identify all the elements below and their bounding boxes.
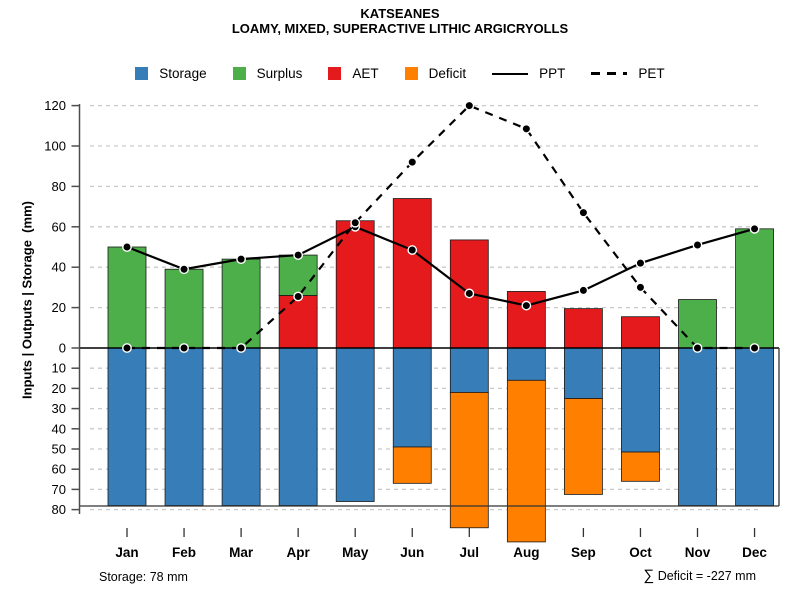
deficit-swatch <box>404 67 418 80</box>
svg-text:50: 50 <box>52 442 66 457</box>
svg-text:10: 10 <box>52 361 66 376</box>
pet-point <box>749 343 760 353</box>
storage-bars <box>107 347 774 506</box>
ppt-swatch <box>492 72 529 75</box>
svg-text:40: 40 <box>52 260 66 275</box>
legend-item-storage: Storage <box>135 66 207 81</box>
storage-annotation: Storage: 78 mm <box>99 570 188 584</box>
ppt-point <box>578 285 589 296</box>
svg-text:0: 0 <box>59 341 66 356</box>
page-title: KATSEANES <box>360 6 440 21</box>
pet-point <box>464 100 475 111</box>
svg-text:Dec: Dec <box>742 545 767 560</box>
chart-title-block: KATSEANES LOAMY, MIXED, SUPERACTIVE LITH… <box>0 6 800 36</box>
pet-point <box>692 343 703 353</box>
x-axis-labels: Jan Feb Mar Apr May Jun Jul Aug Sep Oct Nov Dec <box>115 545 767 560</box>
pet-point <box>122 343 132 353</box>
y-axis: 0 20 40 60 80 100 120 10 20 30 40 50 60 70 80 <box>44 98 81 517</box>
storage-swatch <box>135 67 149 80</box>
ppt-point <box>749 223 760 234</box>
legend-label: PPT <box>539 66 566 81</box>
svg-text:80: 80 <box>52 502 66 517</box>
svg-text:20: 20 <box>52 381 66 396</box>
plot-frame <box>79 347 780 507</box>
svg-text:60: 60 <box>52 219 66 234</box>
pet-point <box>350 217 361 228</box>
legend-label: AET <box>352 66 379 81</box>
pet-point <box>179 343 189 353</box>
svg-text:Mar: Mar <box>229 545 254 560</box>
legend-label: PET <box>638 66 665 81</box>
svg-text:Feb: Feb <box>172 545 196 560</box>
ppt-point <box>521 300 532 311</box>
surplus-swatch <box>232 67 246 80</box>
svg-text:Aug: Aug <box>513 545 539 560</box>
legend-label: Storage <box>159 66 207 81</box>
svg-text:70: 70 <box>52 482 66 497</box>
svg-text:120: 120 <box>44 98 66 113</box>
ppt-point <box>122 242 132 252</box>
ppt-point <box>293 250 304 260</box>
chart-legend: Storage Surplus AET Deficit PPT PET <box>0 66 800 81</box>
ppt-line <box>122 221 760 311</box>
pet-swatch <box>591 72 628 75</box>
sigma-symbol: ∑ <box>643 567 655 584</box>
legend-item-aet: AET <box>328 66 379 81</box>
pet-point <box>293 291 304 302</box>
ppt-point <box>635 258 646 269</box>
aet-bars <box>278 198 660 349</box>
svg-text:Sep: Sep <box>571 545 596 560</box>
ppt-point <box>407 245 418 255</box>
page-subtitle: LOAMY, MIXED, SUPERACTIVE LITHIC ARGICRY… <box>231 21 569 36</box>
ppt-point <box>692 240 703 250</box>
svg-text:20: 20 <box>52 300 66 315</box>
pet-point <box>635 282 646 293</box>
ppt-point <box>236 254 247 265</box>
svg-text:May: May <box>342 545 369 560</box>
legend-item-pet: PET <box>591 66 665 81</box>
ppt-point <box>464 288 475 299</box>
pet-line <box>122 100 760 353</box>
svg-text:40: 40 <box>52 421 66 436</box>
ppt-point <box>179 264 189 275</box>
x-ticks <box>126 528 756 537</box>
legend-label: Deficit <box>428 66 467 81</box>
svg-text:30: 30 <box>52 401 66 416</box>
svg-text:60: 60 <box>52 462 66 477</box>
y-axis-label: Inputs | Outputs | Storage (mm) <box>19 201 35 399</box>
svg-text:Jun: Jun <box>400 545 424 560</box>
deficit-bars <box>392 379 660 543</box>
pet-point <box>578 207 589 218</box>
legend-label: Surplus <box>256 66 303 81</box>
svg-text:100: 100 <box>44 139 66 154</box>
svg-text:Jan: Jan <box>115 545 138 560</box>
pet-point <box>407 157 418 168</box>
legend-item-deficit: Deficit <box>404 66 467 81</box>
svg-text:Jul: Jul <box>460 545 480 560</box>
svg-text:80: 80 <box>52 179 66 194</box>
pet-point <box>521 123 532 134</box>
svg-text:Apr: Apr <box>287 545 311 560</box>
pet-point <box>236 343 247 353</box>
surplus-bars <box>107 228 774 349</box>
legend-item-ppt: PPT <box>492 66 565 81</box>
svg-text:Nov: Nov <box>685 545 711 560</box>
svg-text:Oct: Oct <box>629 545 652 560</box>
aet-swatch <box>328 67 342 80</box>
legend-item-surplus: Surplus <box>232 66 303 81</box>
deficit-sum-annotation: ∑ Deficit = -227 mm <box>643 567 756 584</box>
